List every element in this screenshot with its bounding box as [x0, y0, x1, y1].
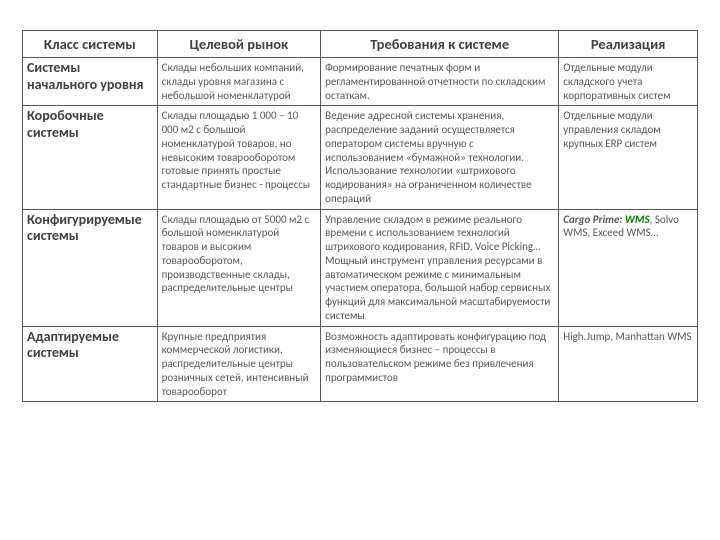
row-class: Коробочные системы — [23, 106, 158, 209]
row-impl: Отдельные модули складского учета корпор… — [559, 58, 698, 106]
col-header-requirements: Требования к системе — [321, 31, 559, 58]
row-class: Адаптируемые системы — [23, 326, 158, 402]
row-requirements: Ведение адресной системы хранения, распр… — [321, 106, 559, 209]
row-impl: High.Jump, Manhattan WMS — [559, 326, 698, 402]
systems-table: Класс системы Целевой рынок Требования к… — [22, 30, 698, 402]
table-row: Системы начального уровня Склады небольш… — [23, 58, 698, 106]
table-row: Коробочные системы Склады площадью 1 000… — [23, 106, 698, 209]
row-class: Системы начального уровня — [23, 58, 158, 106]
row-requirements: Формирование печатных форм и регламентир… — [321, 58, 559, 106]
col-header-class: Класс системы — [23, 31, 158, 58]
col-header-market: Целевой рынок — [157, 31, 321, 58]
impl-green: WMS — [625, 213, 650, 226]
row-class: Конфигурируемые системы — [23, 209, 158, 326]
impl-prefix: Cargo Prime: — [563, 213, 625, 226]
table-row: Конфигурируемые системы Склады площадью … — [23, 209, 698, 326]
row-requirements: Возможность адаптировать конфигурацию по… — [321, 326, 559, 402]
row-impl: Отдельные модули управления складом круп… — [559, 106, 698, 209]
row-market: Склады площадью 1 000 – 10 000 м2 с боль… — [157, 106, 321, 209]
header-row: Класс системы Целевой рынок Требования к… — [23, 31, 698, 58]
row-impl: Cargo Prime: WMS, Solvo WMS, Exceed WMS… — [559, 209, 698, 326]
row-market: Крупные предприятия коммерческой логисти… — [157, 326, 321, 402]
row-requirements: Управление складом в режиме реального вр… — [321, 209, 559, 326]
col-header-impl: Реализация — [559, 31, 698, 58]
row-market: Склады площадью от 5000 м2 с большой ном… — [157, 209, 321, 326]
page: Класс системы Целевой рынок Требования к… — [0, 0, 720, 422]
row-market: Склады небольших компаний, склады уровня… — [157, 58, 321, 106]
table-row: Адаптируемые системы Крупные предприятия… — [23, 326, 698, 402]
